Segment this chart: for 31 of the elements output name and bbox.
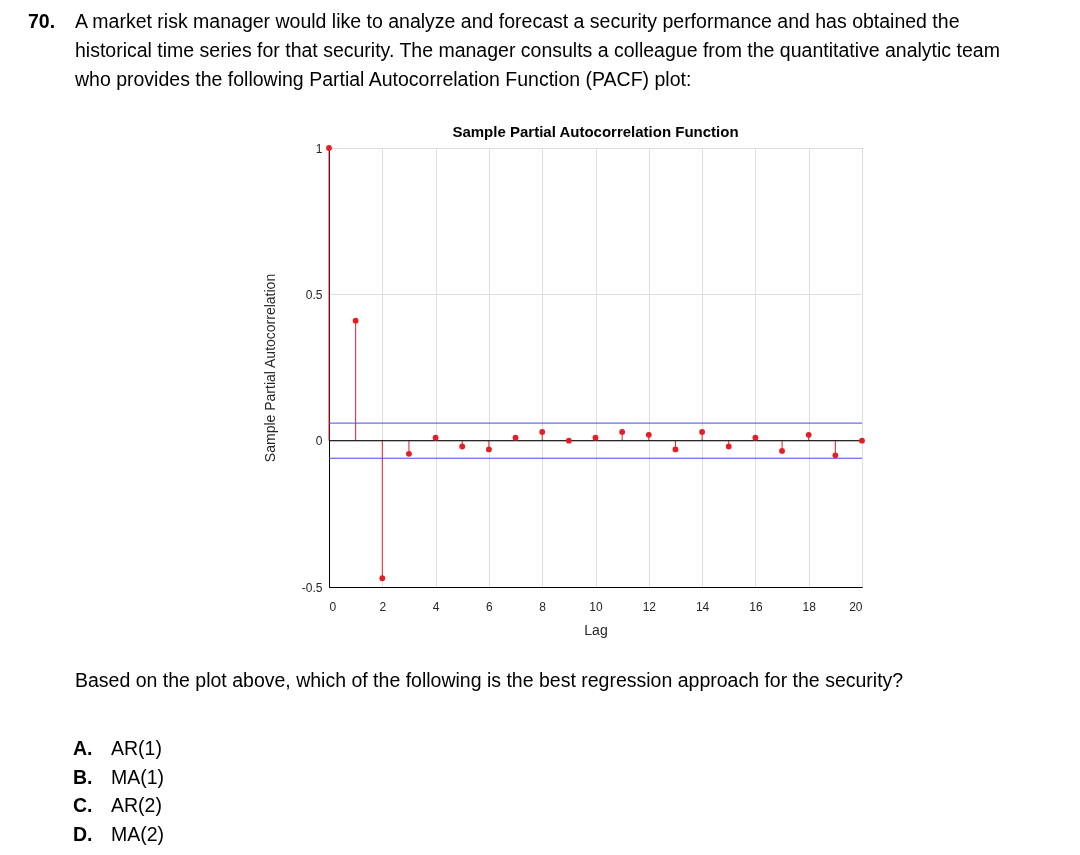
text: A market risk manager would like to analyze and forecast a security performance and has obtained the (75, 10, 960, 32)
chart-title: Sample Partial Autocorrelation Function (452, 123, 739, 140)
x-tick-label: 16 (749, 599, 763, 614)
x-tick-label: 10 (589, 599, 603, 614)
text: B. (73, 766, 93, 788)
text: historical time series for that security. The manager consults a colleague from the quantitative analytic team (75, 39, 1000, 61)
y-tick-label: 0 (315, 434, 323, 449)
text: A. (73, 737, 93, 759)
x-tick-label: 4 (432, 599, 440, 614)
x-tick-label: 8 (539, 599, 547, 614)
x-tick-label: 18 (802, 599, 817, 614)
x-tick-label: 20 (849, 599, 863, 614)
x-axis-title: Lag (584, 621, 608, 638)
x-tick-label: 6 (486, 599, 494, 614)
y-tick-label: 1 (315, 141, 323, 156)
text: AR(2) (111, 794, 162, 816)
text: who provides the following Partial Autocorrelation Function (PACF) plot: (74, 68, 692, 90)
text: 70. (28, 10, 56, 32)
y-tick-label: 0.5 (305, 287, 323, 302)
text: AR(1) (111, 737, 162, 759)
text: Based on the plot above, which of the following is the best regression approach for the security? (75, 669, 904, 691)
y-axis-title: Sample Partial Autocorrelation (261, 273, 278, 463)
text: MA(2) (111, 823, 165, 845)
text: D. (73, 823, 93, 845)
y-tick-label: -0.5 (301, 580, 323, 595)
x-tick-label: 14 (695, 599, 710, 614)
x-tick-label: 2 (379, 599, 387, 614)
x-tick-label: 0 (329, 599, 337, 614)
text: C. (73, 794, 93, 816)
text: MA(1) (111, 766, 165, 788)
x-tick-label: 12 (642, 599, 657, 614)
